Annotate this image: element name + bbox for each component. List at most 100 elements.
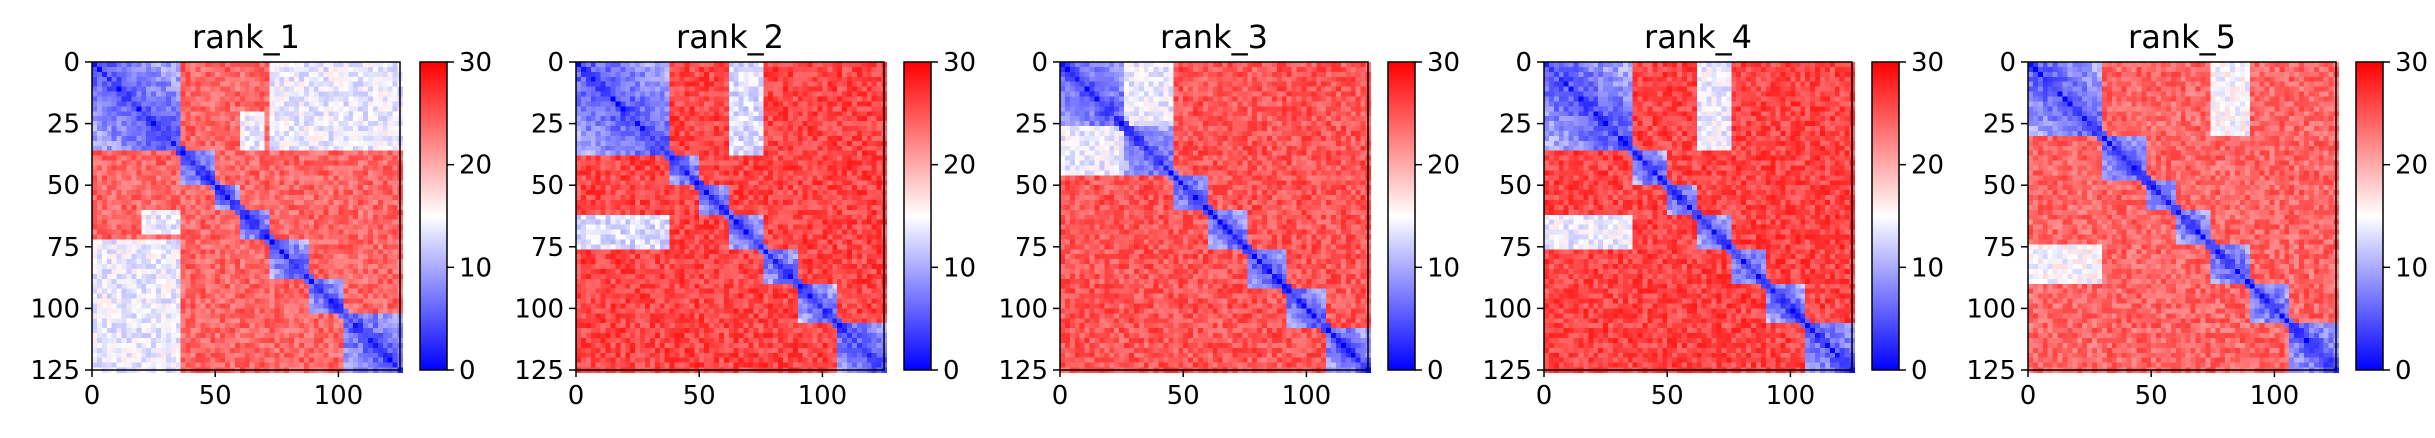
- heatmap-cell: [176, 195, 182, 201]
- heatmap-cell: [314, 101, 320, 107]
- heatmap-cell: [151, 111, 157, 117]
- heatmap-cell: [171, 111, 177, 117]
- heatmap-cell: [166, 225, 172, 231]
- heatmap-cell: [388, 220, 394, 226]
- heatmap-cell: [181, 87, 187, 93]
- heatmap-cell: [250, 116, 256, 122]
- heatmap-cell: [353, 141, 359, 147]
- heatmap-cell: [151, 106, 157, 112]
- heatmap-cell: [289, 165, 295, 171]
- heatmap-cell: [309, 92, 315, 98]
- heatmap-cell: [299, 101, 305, 107]
- heatmap-cell: [205, 131, 211, 137]
- heatmap-cell: [358, 328, 364, 334]
- heatmap-cell: [279, 161, 285, 167]
- heatmap-cell: [304, 62, 310, 68]
- heatmap-cell: [284, 239, 290, 245]
- heatmap-cell: [333, 333, 339, 339]
- heatmap-cell: [329, 294, 335, 300]
- heatmap-cell: [146, 116, 152, 122]
- heatmap-cell: [166, 284, 172, 290]
- heatmap-cell: [191, 269, 197, 275]
- heatmap-cell: [299, 294, 305, 300]
- heatmap-cell: [215, 101, 221, 107]
- heatmap-cell: [284, 82, 290, 88]
- heatmap-cell: [269, 62, 275, 68]
- heatmap-cell: [343, 141, 349, 147]
- heatmap-cell: [289, 323, 295, 329]
- heatmap-cell: [245, 67, 251, 73]
- heatmap-cell: [324, 313, 330, 319]
- heatmap-cell: [250, 161, 256, 167]
- heatmap-cell: [255, 308, 261, 314]
- heatmap-cell: [309, 254, 315, 260]
- heatmap-cell: [195, 230, 201, 236]
- heatmap-cell: [151, 239, 157, 245]
- heatmap-cell: [383, 161, 389, 167]
- heatmap-cell: [324, 146, 330, 152]
- heatmap-cell: [176, 77, 182, 83]
- heatmap-cell: [245, 269, 251, 275]
- heatmap-cell: [200, 121, 206, 127]
- heatmap-cell: [299, 62, 305, 68]
- heatmap-cell: [97, 279, 103, 285]
- heatmap-cell: [358, 259, 364, 265]
- heatmap-cell: [225, 338, 231, 344]
- heatmap-cell: [343, 299, 349, 305]
- heatmap-cell: [181, 284, 187, 290]
- heatmap-cell: [235, 299, 241, 305]
- heatmap-cell: [230, 220, 236, 226]
- heatmap-cell: [299, 205, 305, 211]
- heatmap-cell: [92, 244, 98, 250]
- heatmap-cell: [141, 72, 147, 78]
- heatmap-cell: [166, 289, 172, 295]
- heatmap-cell: [127, 220, 133, 226]
- heatmap-cell: [210, 239, 216, 245]
- heatmap-cell: [343, 333, 349, 339]
- heatmap-cell: [358, 200, 364, 206]
- heatmap-cell: [264, 328, 270, 334]
- heatmap-cell: [309, 165, 315, 171]
- heatmap-cell: [250, 338, 256, 344]
- heatmap-cell: [146, 328, 152, 334]
- heatmap-cell: [245, 185, 251, 191]
- heatmap-cell: [240, 195, 246, 201]
- heatmap-cell: [102, 116, 108, 122]
- heatmap-cell: [131, 259, 137, 265]
- heatmap-cell: [235, 111, 241, 117]
- heatmap-cell: [200, 175, 206, 181]
- heatmap-cell: [215, 161, 221, 167]
- heatmap-cell: [161, 333, 167, 339]
- heatmap-cell: [388, 308, 394, 314]
- heatmap-cell: [333, 165, 339, 171]
- heatmap-cell: [92, 230, 98, 236]
- heatmap-cell: [329, 230, 335, 236]
- heatmap-cell: [245, 294, 251, 300]
- heatmap-cell: [255, 67, 261, 73]
- heatmap-cell: [240, 210, 246, 216]
- heatmap-cell: [348, 195, 354, 201]
- heatmap-cell: [279, 274, 285, 280]
- heatmap-cell: [117, 77, 123, 83]
- heatmap-cell: [363, 106, 369, 112]
- heatmap-cell: [161, 289, 167, 295]
- heatmap-cell: [122, 249, 128, 255]
- heatmap-cell: [393, 234, 399, 240]
- heatmap-cell: [131, 106, 137, 112]
- heatmap-cell: [191, 200, 197, 206]
- heatmap-cell: [136, 215, 142, 221]
- heatmap-cell: [368, 215, 374, 221]
- heatmap-cell: [373, 323, 379, 329]
- heatmap-cell: [191, 313, 197, 319]
- heatmap-cell: [195, 333, 201, 339]
- heatmap-cell: [161, 244, 167, 250]
- heatmap-cell: [151, 165, 157, 171]
- heatmap-cell: [314, 289, 320, 295]
- heatmap-cell: [122, 230, 128, 236]
- heatmap-cell: [112, 210, 118, 216]
- heatmap-cell: [235, 323, 241, 329]
- heatmap-cell: [388, 72, 394, 78]
- heatmap-cell: [319, 225, 325, 231]
- heatmap-cell: [304, 249, 310, 255]
- heatmap-cell: [255, 230, 261, 236]
